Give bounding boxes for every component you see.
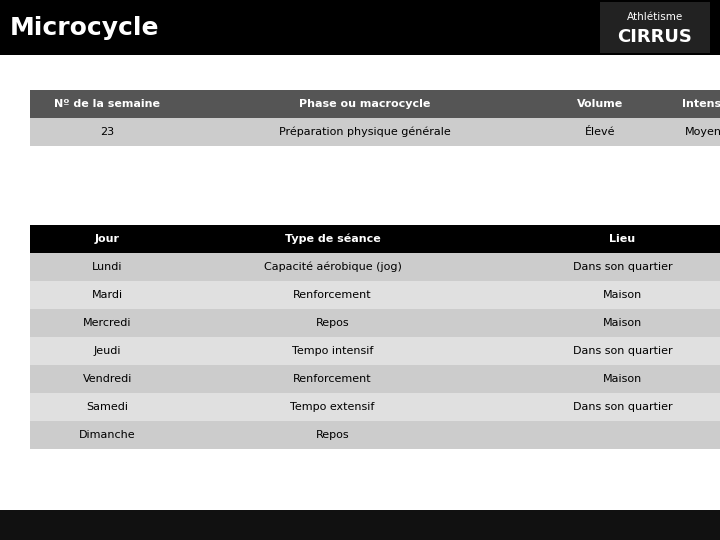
Text: Jour: Jour <box>95 234 120 244</box>
Text: Phase ou macrocycle: Phase ou macrocycle <box>300 99 431 109</box>
Text: Maison: Maison <box>603 290 642 300</box>
Bar <box>185 309 480 337</box>
Bar <box>480 365 720 393</box>
Bar <box>185 393 480 421</box>
Bar <box>30 421 185 449</box>
Bar <box>185 225 480 253</box>
Bar <box>480 337 720 365</box>
Text: Mardi: Mardi <box>92 290 123 300</box>
Text: Volume: Volume <box>577 99 623 109</box>
Bar <box>0 0 720 55</box>
Bar <box>185 281 480 309</box>
Bar <box>185 118 545 146</box>
Bar <box>480 281 720 309</box>
Text: Intensité: Intensité <box>682 99 720 109</box>
Text: Maison: Maison <box>603 318 642 328</box>
Text: Repos: Repos <box>315 318 349 328</box>
Text: Vendredi: Vendredi <box>83 374 132 384</box>
Bar <box>30 337 185 365</box>
Text: Repos: Repos <box>315 430 349 440</box>
Text: Capacité aérobique (jog): Capacité aérobique (jog) <box>264 262 402 272</box>
Bar <box>545 118 655 146</box>
Bar <box>655 118 720 146</box>
Text: Tempo intensif: Tempo intensif <box>292 346 373 356</box>
Bar <box>480 421 720 449</box>
Bar <box>480 225 720 253</box>
Text: Préparation physique générale: Préparation physique générale <box>279 127 451 137</box>
Text: Dimanche: Dimanche <box>79 430 136 440</box>
Text: Moyenne: Moyenne <box>685 127 720 137</box>
Bar <box>30 365 185 393</box>
Text: Renforcement: Renforcement <box>293 290 372 300</box>
Text: Maison: Maison <box>603 374 642 384</box>
Bar <box>30 118 185 146</box>
Bar <box>185 253 480 281</box>
Bar <box>185 365 480 393</box>
Text: Tempo extensif: Tempo extensif <box>290 402 374 412</box>
Bar <box>600 2 710 53</box>
Text: Microcycle: Microcycle <box>10 16 160 39</box>
Text: 23: 23 <box>100 127 114 137</box>
Text: Mercredi: Mercredi <box>84 318 132 328</box>
Text: Dans son quartier: Dans son quartier <box>572 262 672 272</box>
Bar <box>480 393 720 421</box>
Text: Type de séance: Type de séance <box>284 234 380 244</box>
Bar <box>480 253 720 281</box>
Bar <box>30 393 185 421</box>
Text: Nº de la semaine: Nº de la semaine <box>55 99 161 109</box>
Text: Dans son quartier: Dans son quartier <box>572 402 672 412</box>
Text: Athlétisme: Athlétisme <box>627 11 683 22</box>
Bar <box>480 309 720 337</box>
Bar <box>30 309 185 337</box>
Text: Élevé: Élevé <box>585 127 616 137</box>
Bar <box>30 281 185 309</box>
Text: Samedi: Samedi <box>86 402 128 412</box>
Text: Jeudi: Jeudi <box>94 346 121 356</box>
Bar <box>0 510 720 540</box>
Bar <box>30 253 185 281</box>
Text: Lundi: Lundi <box>92 262 122 272</box>
Bar <box>655 90 720 118</box>
Bar <box>185 421 480 449</box>
Text: CIRRUS: CIRRUS <box>618 29 693 46</box>
Bar <box>545 90 655 118</box>
Text: Renforcement: Renforcement <box>293 374 372 384</box>
Text: Lieu: Lieu <box>609 234 636 244</box>
Text: Dans son quartier: Dans son quartier <box>572 346 672 356</box>
Bar <box>185 90 545 118</box>
Bar <box>30 225 185 253</box>
Bar <box>30 90 185 118</box>
Bar <box>185 337 480 365</box>
